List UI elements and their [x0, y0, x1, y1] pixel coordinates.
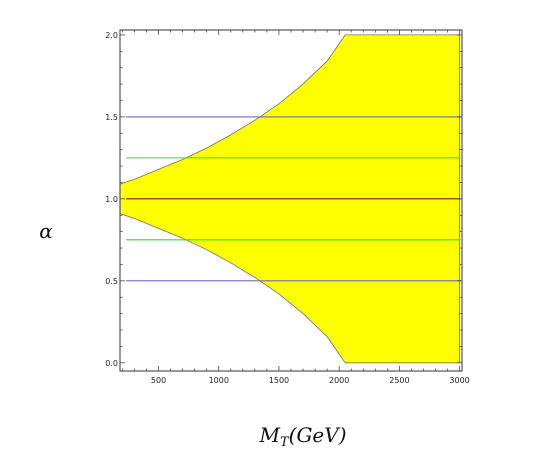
x-axis-label: MT(GeV) — [258, 423, 346, 450]
x-tick-label: 2000 — [329, 376, 349, 385]
y-tick-label: 1.5 — [105, 113, 118, 122]
y-tick-label: 0.5 — [105, 277, 118, 286]
x-tick-label: 2500 — [389, 376, 409, 385]
plot-area: 500 1000 1500 2000 2500 3000 0.0 0.5 1.0 1.5 2.0 — [105, 29, 470, 385]
y-tick-label: 0.0 — [105, 359, 118, 368]
x-tick-label: 500 — [151, 376, 166, 385]
y-axis-label: α — [39, 219, 53, 243]
y-tick-label: 2.0 — [105, 31, 118, 40]
y-tick-label: 1.0 — [105, 195, 118, 204]
x-tick-label: 1000 — [209, 376, 229, 385]
x-tick-label: 3000 — [449, 376, 469, 385]
x-tick-label: 1500 — [269, 376, 289, 385]
